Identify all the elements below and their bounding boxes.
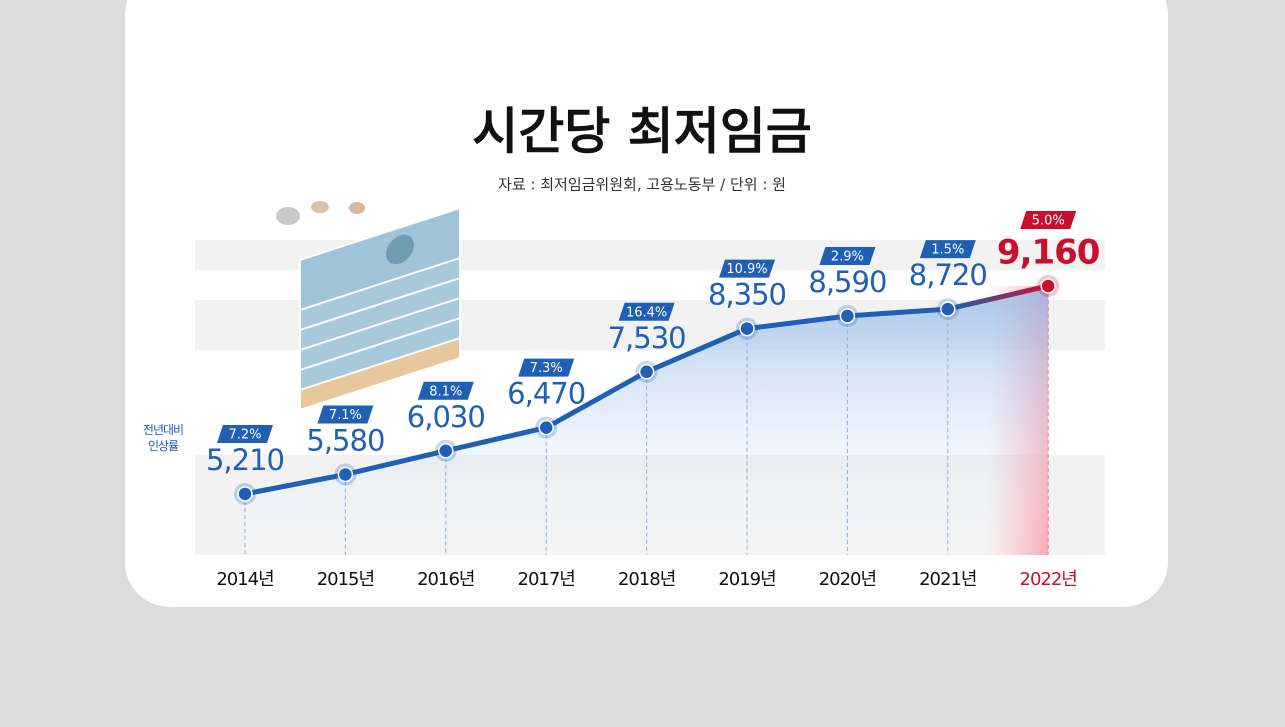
x-tick-label: 2022년 <box>1020 569 1077 590</box>
point <box>1040 278 1056 294</box>
value-label: 8,590 <box>808 265 886 299</box>
point <box>237 486 253 502</box>
value-label: 5,210 <box>206 443 284 477</box>
growth-badge <box>919 240 976 259</box>
chart-subtitle: 자료 : 최저임금위원회, 고용노동부 / 단위 : 원 <box>498 176 786 194</box>
point <box>839 308 856 324</box>
growth-badge <box>819 246 876 265</box>
growth-label: 7.3% <box>530 361 563 376</box>
x-tick-label: 2015년 <box>317 569 374 590</box>
growth-badge <box>317 405 374 424</box>
x-tick-label: 2016년 <box>417 569 474 590</box>
x-tick-label: 2020년 <box>819 569 876 590</box>
point <box>337 466 354 483</box>
growth-badge <box>618 302 675 321</box>
growth-badge <box>1020 210 1077 229</box>
growth-label: 8.1% <box>429 384 462 399</box>
value-label: 5,580 <box>306 423 384 457</box>
value-label: 8,720 <box>909 258 987 292</box>
growth-label: 2.9% <box>831 249 864 264</box>
x-tick-label: 2017년 <box>518 569 575 590</box>
growth-label: 7.2% <box>228 427 261 442</box>
x-tick-label: 2018년 <box>618 569 675 590</box>
point <box>940 301 956 317</box>
value-label: 9,160 <box>997 232 1100 272</box>
growth-label: 7.1% <box>329 408 362 423</box>
growth-badge <box>217 424 273 443</box>
value-label: 7,530 <box>608 321 686 355</box>
point <box>638 364 655 380</box>
growth-badge <box>719 259 775 278</box>
point <box>538 419 554 436</box>
point <box>739 320 755 337</box>
growth-badge <box>417 381 474 400</box>
x-tick-label: 2014년 <box>216 569 273 590</box>
value-label: 6,030 <box>407 400 485 434</box>
growth-legend: 전년대비 인상률 <box>142 423 184 453</box>
growth-label: 16.4% <box>626 305 667 320</box>
growth-badge <box>518 358 575 377</box>
x-tick-label: 2021년 <box>919 569 976 590</box>
growth-label: 10.9% <box>726 262 767 277</box>
money-illustration <box>276 201 461 412</box>
value-label: 8,350 <box>708 278 786 312</box>
growth-label: 5.0% <box>1032 213 1065 228</box>
value-label: 6,470 <box>507 377 585 411</box>
x-tick-label: 2019년 <box>718 569 775 590</box>
chart-title: 시간당 최저임금 <box>472 103 811 161</box>
point <box>438 443 454 459</box>
growth-label: 1.5% <box>931 243 964 258</box>
